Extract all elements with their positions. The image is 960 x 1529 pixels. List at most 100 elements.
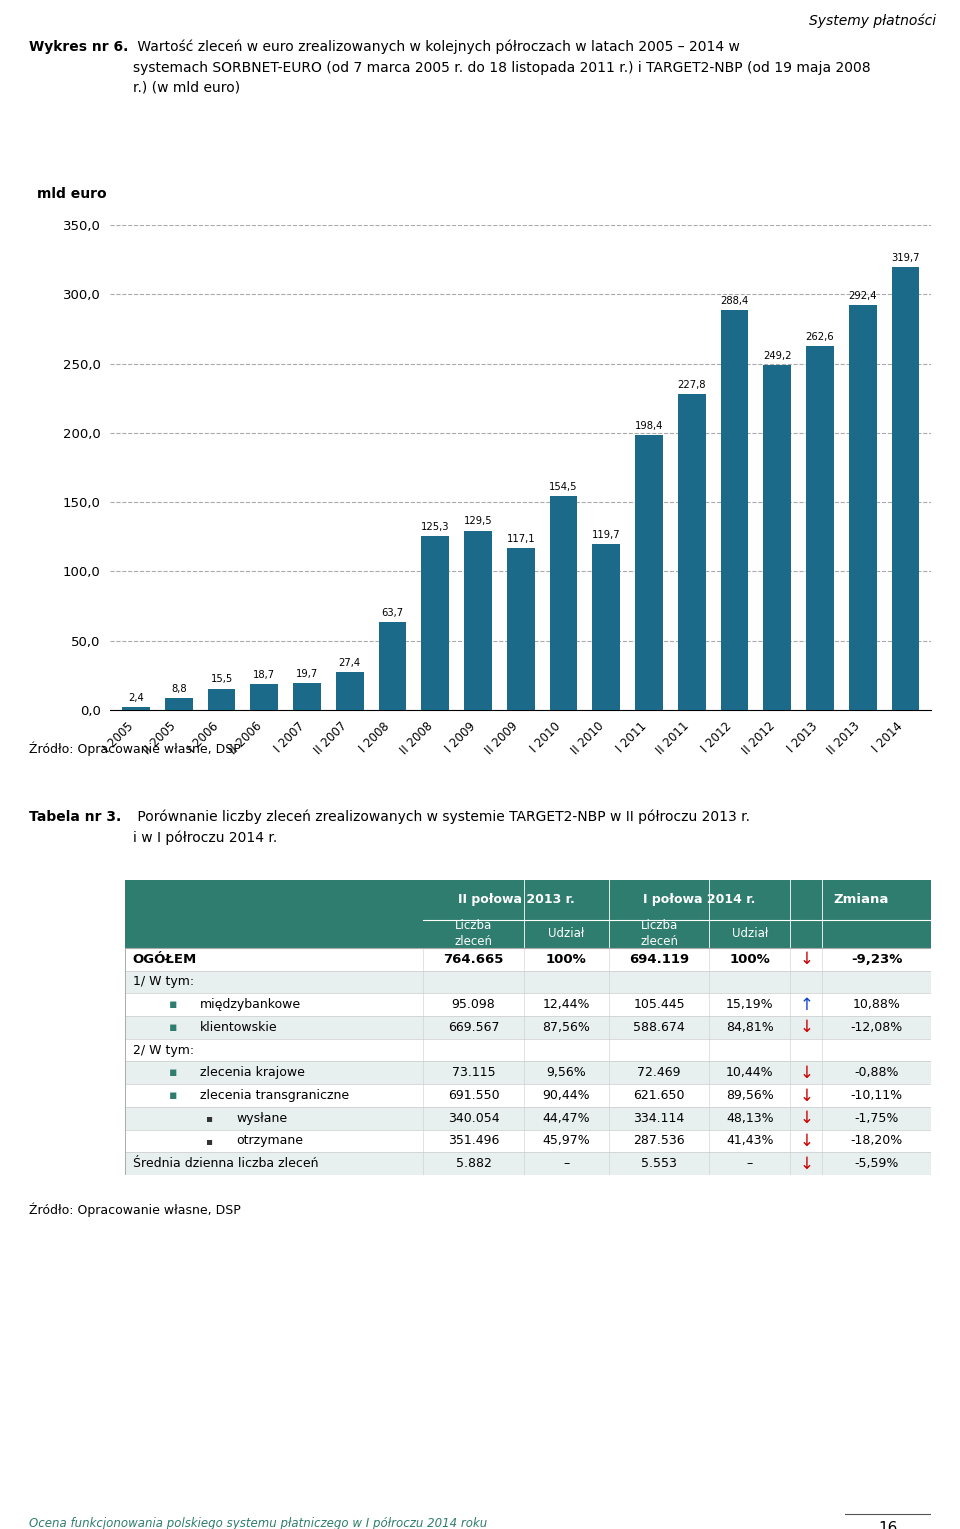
Text: 9,56%: 9,56% xyxy=(546,1066,587,1079)
Bar xyxy=(678,394,706,709)
Text: -1,75%: -1,75% xyxy=(854,1112,899,1125)
Text: Zmiana: Zmiana xyxy=(833,893,888,907)
Text: –: – xyxy=(747,1157,753,1170)
Text: 119,7: 119,7 xyxy=(592,531,620,540)
Bar xyxy=(165,697,193,709)
Text: ↓: ↓ xyxy=(800,1131,813,1150)
Text: 198,4: 198,4 xyxy=(635,420,663,431)
Text: 249,2: 249,2 xyxy=(763,350,792,361)
Bar xyxy=(464,531,492,709)
Text: -0,88%: -0,88% xyxy=(854,1066,899,1079)
Text: -9,23%: -9,23% xyxy=(852,953,902,966)
Bar xyxy=(592,544,620,709)
Text: 10,88%: 10,88% xyxy=(852,998,900,1011)
Text: 319,7: 319,7 xyxy=(891,252,920,263)
Text: 334.114: 334.114 xyxy=(634,1112,684,1125)
Text: Tabela nr 3.: Tabela nr 3. xyxy=(29,810,121,824)
FancyBboxPatch shape xyxy=(125,1153,931,1174)
FancyBboxPatch shape xyxy=(125,1061,931,1084)
Text: ↓: ↓ xyxy=(800,1087,813,1104)
FancyBboxPatch shape xyxy=(125,1084,931,1107)
Text: Liczba
zleceń: Liczba zleceń xyxy=(640,919,678,948)
Text: 90,44%: 90,44% xyxy=(542,1089,590,1102)
Text: 18,7: 18,7 xyxy=(253,670,276,680)
Text: 45,97%: 45,97% xyxy=(542,1135,590,1147)
Text: Ocena funkcjonowania polskiego systemu płatniczego w I półroczu 2014 roku: Ocena funkcjonowania polskiego systemu p… xyxy=(29,1517,487,1529)
Text: ▪: ▪ xyxy=(169,998,178,1011)
Text: 340.054: 340.054 xyxy=(447,1112,499,1125)
Text: 12,44%: 12,44% xyxy=(542,998,590,1011)
Text: ▪: ▪ xyxy=(169,1089,178,1102)
Bar xyxy=(207,688,235,709)
Text: 2/ W tym:: 2/ W tym: xyxy=(132,1044,194,1057)
Text: OGÓŁEM: OGÓŁEM xyxy=(132,953,197,966)
Text: klientowskie: klientowskie xyxy=(200,1021,277,1034)
FancyBboxPatch shape xyxy=(125,1015,931,1038)
Bar xyxy=(550,495,578,709)
Text: ↑: ↑ xyxy=(800,995,813,1014)
Text: 691.550: 691.550 xyxy=(447,1089,499,1102)
Text: zlecenia krajowe: zlecenia krajowe xyxy=(200,1066,304,1079)
Text: zlecenia transgraniczne: zlecenia transgraniczne xyxy=(200,1089,348,1102)
Text: ↓: ↓ xyxy=(800,950,813,968)
Text: 117,1: 117,1 xyxy=(507,534,535,544)
FancyBboxPatch shape xyxy=(125,994,931,1015)
Text: Źródło: Opracowanie własne, DSP: Źródło: Opracowanie własne, DSP xyxy=(29,742,241,757)
FancyBboxPatch shape xyxy=(125,1130,931,1153)
Text: 694.119: 694.119 xyxy=(629,953,689,966)
Text: II połowa 2013 r.: II połowa 2013 r. xyxy=(458,893,574,907)
Text: 287.536: 287.536 xyxy=(634,1135,684,1147)
Text: ↓: ↓ xyxy=(800,1064,813,1083)
Bar xyxy=(293,683,321,709)
Text: I połowa 2014 r.: I połowa 2014 r. xyxy=(643,893,756,907)
Text: Średnia dzienna liczba zleceń: Średnia dzienna liczba zleceń xyxy=(132,1157,319,1170)
Text: Porównanie liczby zleceń zrealizowanych w systemie TARGET2-NBP w II półroczu 201: Porównanie liczby zleceń zrealizowanych … xyxy=(132,810,750,846)
Bar xyxy=(806,346,834,709)
Text: Wartość zleceń w euro zrealizowanych w kolejnych półroczach w latach 2005 – 2014: Wartość zleceń w euro zrealizowanych w k… xyxy=(132,40,870,95)
Bar xyxy=(251,683,278,709)
Text: -10,11%: -10,11% xyxy=(851,1089,902,1102)
Text: 15,19%: 15,19% xyxy=(726,998,774,1011)
Text: 669.567: 669.567 xyxy=(447,1021,499,1034)
Text: 154,5: 154,5 xyxy=(549,482,578,492)
Text: 262,6: 262,6 xyxy=(805,332,834,342)
Text: 588.674: 588.674 xyxy=(634,1021,684,1034)
Text: 48,13%: 48,13% xyxy=(726,1112,774,1125)
Text: ▪: ▪ xyxy=(205,1113,212,1124)
Text: 292,4: 292,4 xyxy=(849,291,877,301)
Text: 288,4: 288,4 xyxy=(720,297,749,306)
Text: 125,3: 125,3 xyxy=(421,523,449,532)
Bar xyxy=(122,706,150,709)
Text: 100%: 100% xyxy=(546,953,587,966)
Text: ▪: ▪ xyxy=(205,1136,212,1145)
Text: Źródło: Opracowanie własne, DSP: Źródło: Opracowanie własne, DSP xyxy=(29,1203,241,1217)
Text: 84,81%: 84,81% xyxy=(726,1021,774,1034)
Text: -18,20%: -18,20% xyxy=(851,1135,903,1147)
FancyBboxPatch shape xyxy=(125,881,931,920)
Text: 41,43%: 41,43% xyxy=(726,1135,774,1147)
Text: –: – xyxy=(564,1157,569,1170)
Text: 8,8: 8,8 xyxy=(171,683,186,694)
Text: ↓: ↓ xyxy=(800,1018,813,1037)
FancyBboxPatch shape xyxy=(125,971,931,994)
Text: 89,56%: 89,56% xyxy=(726,1089,774,1102)
Text: Udział: Udział xyxy=(732,927,768,940)
Text: 1/ W tym:: 1/ W tym: xyxy=(132,976,194,988)
Text: 2,4: 2,4 xyxy=(129,693,144,702)
Text: 5.882: 5.882 xyxy=(456,1157,492,1170)
Text: -5,59%: -5,59% xyxy=(854,1157,899,1170)
Bar xyxy=(421,537,449,709)
Text: Udział: Udział xyxy=(548,927,585,940)
Text: Wykres nr 6.: Wykres nr 6. xyxy=(29,40,129,54)
Text: Systemy płatności: Systemy płatności xyxy=(809,14,936,28)
Bar xyxy=(336,673,364,709)
Text: 87,56%: 87,56% xyxy=(542,1021,590,1034)
Text: 621.650: 621.650 xyxy=(634,1089,684,1102)
Bar xyxy=(849,304,876,709)
Bar xyxy=(378,622,406,709)
Bar xyxy=(763,365,791,709)
Bar xyxy=(721,310,749,709)
Text: 15,5: 15,5 xyxy=(210,674,232,685)
Bar xyxy=(636,436,663,709)
Text: Liczba
zleceń: Liczba zleceń xyxy=(455,919,492,948)
